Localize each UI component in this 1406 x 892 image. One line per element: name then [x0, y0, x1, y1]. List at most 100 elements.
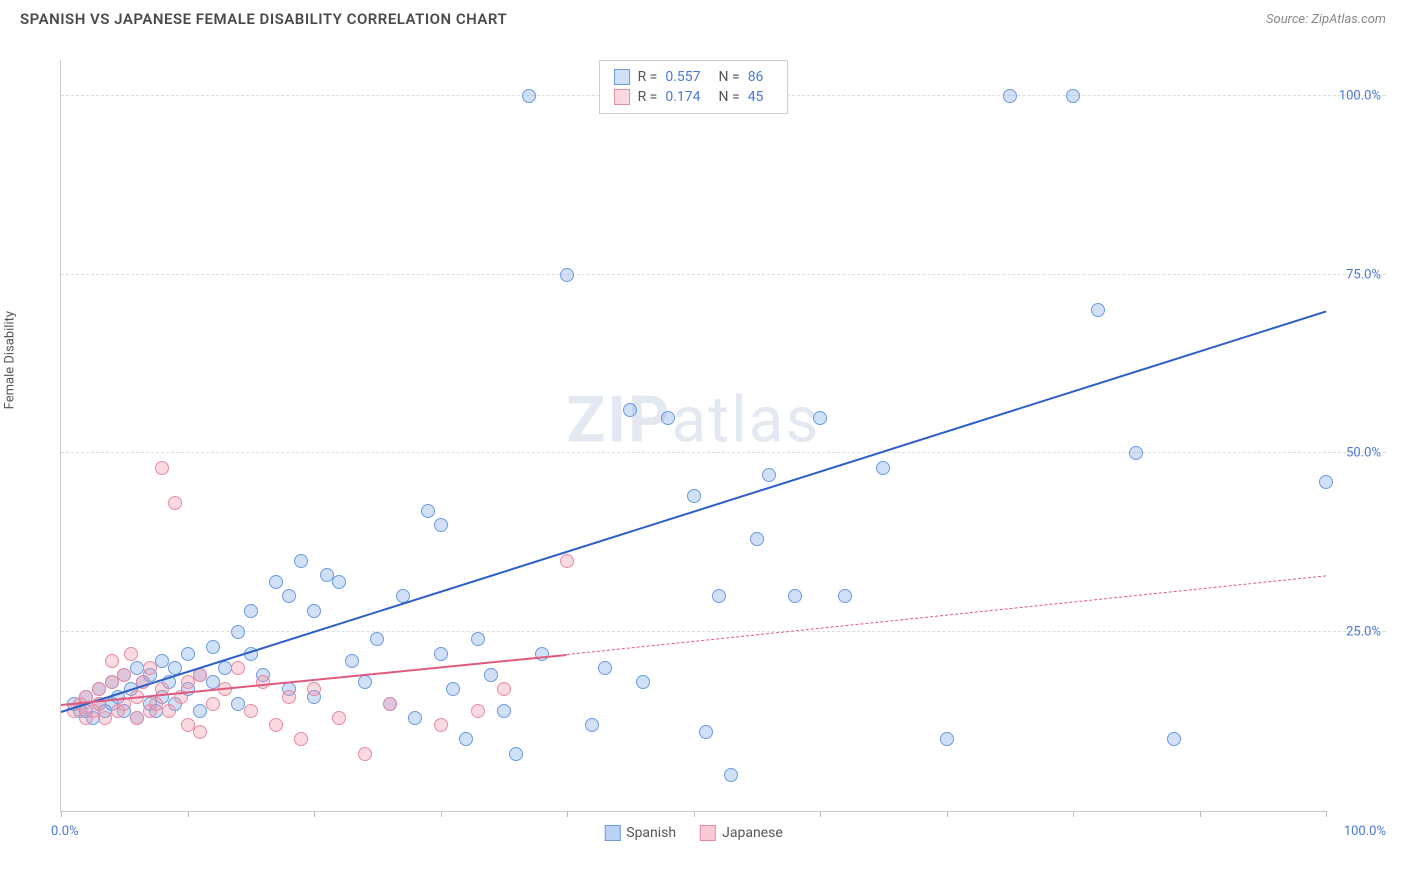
r-label: R =	[638, 69, 658, 85]
data-point-spanish	[1167, 732, 1181, 746]
legend-label-japanese: Japanese	[722, 825, 783, 841]
stats-row-japanese: R = 0.174 N = 45	[614, 87, 774, 107]
data-point-japanese	[92, 682, 106, 696]
plot-area: ZIPatlas R = 0.557 N = 86 R = 0.174 N = …	[60, 60, 1326, 812]
data-point-spanish	[699, 725, 713, 739]
x-tick	[61, 811, 62, 817]
data-point-spanish	[750, 532, 764, 546]
data-point-spanish	[1066, 89, 1080, 103]
data-point-spanish	[598, 661, 612, 675]
data-point-japanese	[332, 711, 346, 725]
data-point-spanish	[522, 89, 536, 103]
data-point-spanish	[712, 589, 726, 603]
series-legend: Spanish Japanese	[604, 825, 783, 841]
gridline	[61, 274, 1386, 275]
data-point-spanish	[294, 554, 308, 568]
gridline	[61, 631, 1386, 632]
data-point-spanish	[585, 718, 599, 732]
data-point-japanese	[105, 675, 119, 689]
data-point-japanese	[162, 704, 176, 718]
legend-item-spanish: Spanish	[604, 825, 676, 841]
n-value-japanese: 45	[748, 89, 764, 105]
x-tick	[1200, 811, 1201, 817]
n-label: N =	[719, 89, 740, 105]
data-point-spanish	[788, 589, 802, 603]
x-axis-max-label: 100.0%	[1344, 824, 1386, 839]
data-point-spanish	[244, 604, 258, 618]
data-point-spanish	[282, 589, 296, 603]
data-point-spanish	[623, 403, 637, 417]
data-point-spanish	[231, 625, 245, 639]
watermark: ZIPatlas	[567, 383, 821, 458]
data-point-japanese	[282, 690, 296, 704]
data-point-japanese	[143, 661, 157, 675]
r-value-spanish: 0.557	[665, 69, 700, 85]
data-point-spanish	[1003, 89, 1017, 103]
data-point-japanese	[181, 675, 195, 689]
data-point-spanish	[762, 468, 776, 482]
data-point-spanish	[358, 675, 372, 689]
data-point-spanish	[345, 654, 359, 668]
legend-swatch-spanish	[604, 825, 620, 841]
gridline	[61, 452, 1386, 453]
data-point-japanese	[168, 496, 182, 510]
data-point-spanish	[497, 704, 511, 718]
data-point-spanish	[560, 268, 574, 282]
stats-legend: R = 0.557 N = 86 R = 0.174 N = 45	[599, 60, 789, 114]
y-tick-label: 50.0%	[1346, 446, 1381, 461]
x-tick	[441, 811, 442, 817]
data-point-spanish	[181, 647, 195, 661]
swatch-japanese	[614, 89, 630, 105]
data-point-spanish	[876, 461, 890, 475]
data-point-japanese	[256, 675, 270, 689]
data-point-spanish	[661, 411, 675, 425]
chart-title: SPANISH VS JAPANESE FEMALE DISABILITY CO…	[20, 10, 507, 28]
data-point-spanish	[206, 640, 220, 654]
x-tick	[314, 811, 315, 817]
data-point-spanish	[1319, 475, 1333, 489]
data-point-japanese	[471, 704, 485, 718]
data-point-japanese	[130, 711, 144, 725]
chart-header: SPANISH VS JAPANESE FEMALE DISABILITY CO…	[0, 0, 1406, 34]
data-point-spanish	[636, 675, 650, 689]
data-point-japanese	[294, 732, 308, 746]
swatch-spanish	[614, 69, 630, 85]
stats-row-spanish: R = 0.557 N = 86	[614, 67, 774, 87]
data-point-japanese	[358, 747, 372, 761]
data-point-spanish	[471, 632, 485, 646]
data-point-spanish	[687, 489, 701, 503]
n-value-spanish: 86	[748, 69, 764, 85]
data-point-spanish	[434, 647, 448, 661]
x-tick	[820, 811, 821, 817]
data-point-spanish	[332, 575, 346, 589]
x-tick	[567, 811, 568, 817]
data-point-spanish	[1129, 446, 1143, 460]
data-point-spanish	[940, 732, 954, 746]
data-point-japanese	[231, 661, 245, 675]
data-point-japanese	[560, 554, 574, 568]
x-tick	[694, 811, 695, 817]
data-point-spanish	[408, 711, 422, 725]
x-tick	[1326, 811, 1327, 817]
data-point-japanese	[193, 725, 207, 739]
data-point-spanish	[459, 732, 473, 746]
r-label: R =	[638, 89, 658, 105]
data-point-spanish	[370, 632, 384, 646]
data-point-spanish	[434, 518, 448, 532]
legend-item-japanese: Japanese	[700, 825, 783, 841]
y-axis-label: Female Disability	[3, 311, 18, 409]
data-point-spanish	[813, 411, 827, 425]
data-point-spanish	[484, 668, 498, 682]
r-value-japanese: 0.174	[665, 89, 700, 105]
data-point-japanese	[155, 461, 169, 475]
data-point-japanese	[434, 718, 448, 732]
data-point-japanese	[383, 697, 397, 711]
data-point-spanish	[1091, 303, 1105, 317]
data-point-japanese	[124, 647, 138, 661]
data-point-spanish	[307, 604, 321, 618]
x-tick	[947, 811, 948, 817]
data-point-spanish	[269, 575, 283, 589]
data-point-spanish	[724, 768, 738, 782]
chart-source: Source: ZipAtlas.com	[1266, 12, 1386, 27]
data-point-japanese	[497, 682, 511, 696]
